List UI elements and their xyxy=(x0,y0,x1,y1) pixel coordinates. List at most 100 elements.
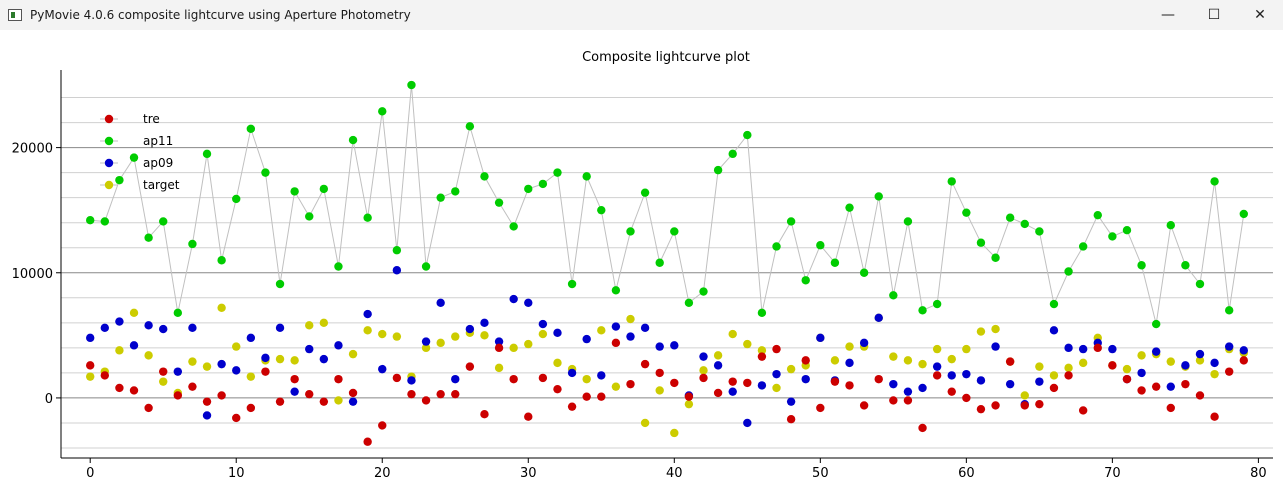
point-ap09 xyxy=(918,383,927,393)
point-tre xyxy=(1181,379,1190,389)
point-ap11 xyxy=(451,187,460,196)
data-points xyxy=(86,80,1248,446)
minimize-button[interactable]: — xyxy=(1161,7,1175,23)
point-ap09 xyxy=(451,374,460,384)
point-target xyxy=(144,351,153,360)
point-ap11 xyxy=(655,258,664,267)
point-target xyxy=(480,331,489,340)
point-tre xyxy=(976,404,986,414)
point-ap09 xyxy=(991,342,1000,351)
point-ap09 xyxy=(626,332,635,341)
point-tre xyxy=(348,388,358,398)
point-tre xyxy=(567,402,577,411)
point-ap11 xyxy=(144,233,153,242)
point-tre xyxy=(188,382,197,391)
point-ap09 xyxy=(436,298,445,307)
point-target xyxy=(889,352,898,361)
point-ap09 xyxy=(202,411,212,420)
point-target xyxy=(378,329,387,339)
point-ap11 xyxy=(684,298,694,307)
point-ap09 xyxy=(1137,368,1146,378)
point-ap09 xyxy=(670,341,679,350)
point-ap09 xyxy=(217,359,226,369)
point-target xyxy=(611,382,621,391)
point-ap09 xyxy=(392,266,402,275)
point-ap09 xyxy=(757,381,767,390)
legend-marker xyxy=(104,114,114,124)
point-ap09 xyxy=(1049,326,1059,335)
point-ap11 xyxy=(597,205,606,215)
point-target xyxy=(830,356,840,365)
point-ap09 xyxy=(465,324,475,334)
point-target xyxy=(903,356,913,365)
point-ap09 xyxy=(1181,361,1190,370)
point-ap09 xyxy=(290,387,299,396)
point-target xyxy=(1122,364,1132,374)
point-ap11 xyxy=(538,179,548,189)
point-ap09 xyxy=(1224,342,1234,351)
point-ap09 xyxy=(1166,382,1175,391)
point-target xyxy=(757,346,767,355)
point-tre xyxy=(465,362,475,371)
point-target xyxy=(115,346,124,355)
series-target xyxy=(86,303,1248,438)
point-tre xyxy=(290,374,299,384)
point-tre xyxy=(962,393,971,403)
point-tre xyxy=(786,415,796,424)
point-ap11 xyxy=(392,246,402,255)
point-target xyxy=(699,366,708,375)
point-tre xyxy=(743,378,752,388)
point-target xyxy=(1064,363,1073,373)
point-ap11 xyxy=(159,217,168,226)
point-ap11 xyxy=(772,242,781,251)
point-ap11 xyxy=(713,165,723,175)
point-tre xyxy=(100,371,110,380)
point-tre xyxy=(1239,356,1248,365)
point-tre xyxy=(772,344,781,354)
point-tre xyxy=(582,392,591,401)
point-ap11 xyxy=(115,175,124,185)
point-ap09 xyxy=(874,313,883,323)
point-ap09 xyxy=(480,318,489,328)
point-target xyxy=(348,349,358,359)
point-target xyxy=(728,329,737,339)
point-ap11 xyxy=(173,308,183,318)
maximize-button[interactable]: ☐ xyxy=(1207,7,1221,23)
point-ap09 xyxy=(246,333,256,343)
legend-marker xyxy=(104,158,114,168)
point-ap11 xyxy=(611,286,621,295)
point-ap09 xyxy=(1239,346,1248,355)
point-tre xyxy=(1210,412,1219,421)
point-target xyxy=(334,396,343,405)
point-ap09 xyxy=(144,321,153,330)
point-tre xyxy=(889,396,898,405)
point-ap11 xyxy=(217,256,226,265)
point-ap09 xyxy=(1108,344,1117,354)
point-tre xyxy=(451,389,460,399)
point-tre xyxy=(524,412,533,421)
close-button[interactable]: ✕ xyxy=(1254,7,1266,23)
point-ap11 xyxy=(129,153,139,162)
point-ap11 xyxy=(100,217,110,226)
point-tre xyxy=(1049,383,1059,393)
point-ap11 xyxy=(1122,226,1132,235)
point-ap11 xyxy=(962,208,971,217)
point-tre xyxy=(1108,361,1117,370)
point-target xyxy=(290,356,299,365)
point-target xyxy=(743,339,752,349)
point-ap09 xyxy=(947,371,956,380)
point-ap09 xyxy=(275,323,285,333)
point-target xyxy=(553,358,562,368)
point-tre xyxy=(845,381,854,390)
point-ap11 xyxy=(1181,261,1190,270)
point-ap11 xyxy=(918,306,927,315)
point-tre xyxy=(1078,406,1088,415)
point-tre xyxy=(597,392,606,401)
point-target xyxy=(962,344,971,354)
point-target xyxy=(670,428,679,438)
point-tre xyxy=(1020,401,1029,410)
point-tre xyxy=(494,343,504,353)
point-tre xyxy=(261,367,270,376)
x-tick-label: 40 xyxy=(666,466,683,481)
point-ap09 xyxy=(728,387,737,396)
